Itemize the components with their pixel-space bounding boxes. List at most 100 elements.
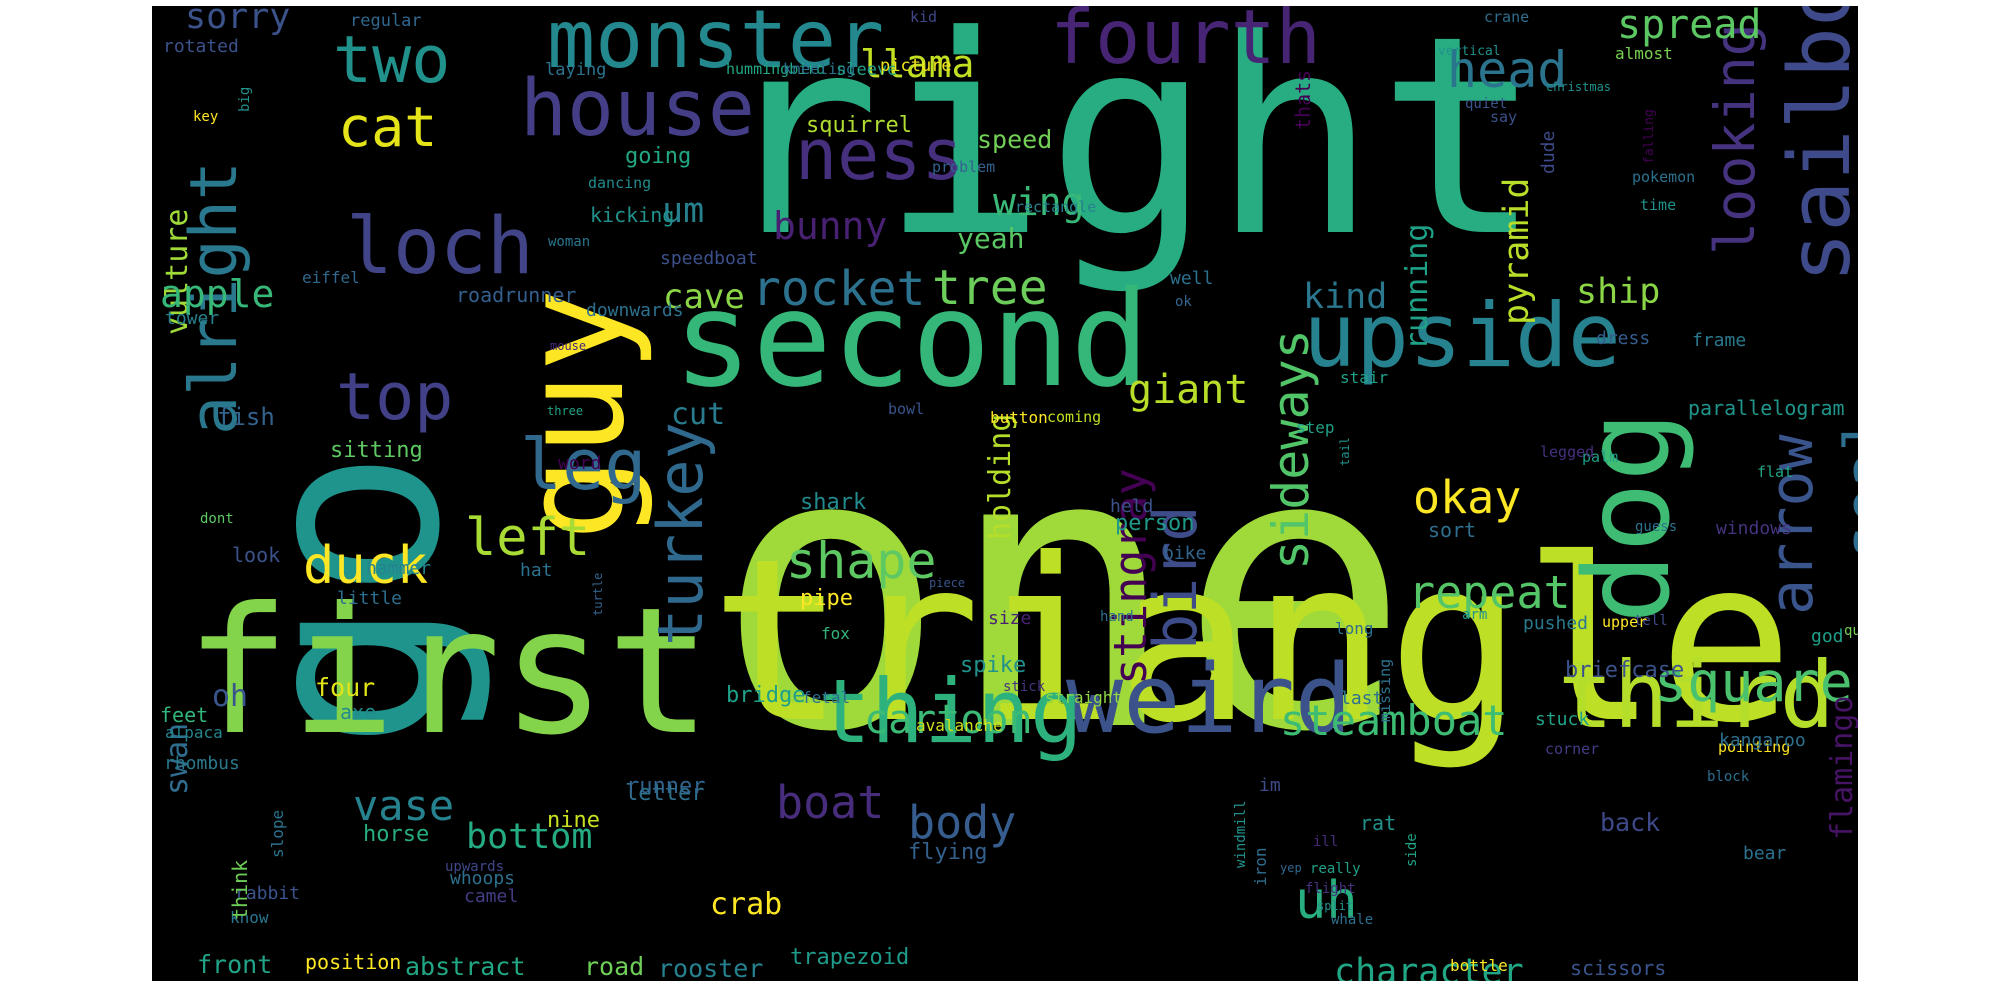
- word-yep: yep: [1280, 861, 1302, 875]
- word-kicking: kicking: [590, 203, 675, 227]
- word-flamingo: flamingo: [1825, 695, 1858, 841]
- word-house: house: [520, 64, 755, 154]
- word-size: size: [988, 608, 1032, 629]
- word-hand: hand: [1100, 609, 1134, 625]
- word-fourth: fourth: [1050, 6, 1321, 81]
- word-trapezoid: trapezoid: [790, 945, 910, 970]
- word-ness: ness: [795, 114, 964, 196]
- word-dont: dont: [200, 511, 234, 527]
- word-dress: dress: [1596, 328, 1651, 349]
- word-three: three: [547, 404, 584, 418]
- word-letter: letter: [625, 781, 705, 806]
- word-last: last: [1340, 688, 1384, 709]
- word-bear: bear: [1743, 843, 1787, 864]
- word-stick: stick: [1003, 679, 1046, 695]
- word-feet: feet: [160, 703, 209, 727]
- word-eiffel: eiffel: [302, 268, 360, 287]
- word-alpaca: alpaca: [165, 723, 223, 742]
- word-coming: coming: [1047, 408, 1102, 426]
- word-head: head: [1447, 41, 1568, 99]
- word-running: running: [1400, 223, 1435, 350]
- word-person: person: [1115, 511, 1195, 536]
- word-character: character: [1334, 952, 1524, 982]
- word-rooster: rooster: [658, 954, 764, 981]
- word-rocket: rocket: [752, 261, 926, 317]
- word-sort: sort: [1428, 518, 1477, 542]
- word-abstract: abstract: [405, 952, 526, 981]
- word-looking: looking: [1703, 23, 1767, 255]
- word-rhombus: rhombus: [164, 753, 240, 774]
- word-cut: cut: [671, 397, 726, 432]
- word-avalanche: avalanche: [916, 716, 1003, 735]
- word-really: really: [1310, 861, 1361, 877]
- word-dude: dude: [1538, 130, 1559, 174]
- word-ship: ship: [1576, 272, 1661, 312]
- word-quiet: quiet: [1465, 96, 1508, 112]
- word-spread: spread: [1617, 6, 1762, 48]
- word-duck: duck: [303, 536, 429, 596]
- word-road: road: [584, 952, 645, 981]
- word-going: going: [625, 144, 692, 169]
- word-sailboat: sailboat: [1771, 6, 1858, 283]
- word-look: look: [232, 543, 281, 567]
- word-vase: vase: [353, 781, 455, 830]
- word-llama: llama: [860, 42, 975, 86]
- word-time: time: [1640, 196, 1677, 214]
- word-right: right: [715, 6, 1543, 297]
- word-steamboat: steamboat: [1280, 696, 1508, 745]
- word-think: think: [228, 859, 252, 920]
- word-cave: cave: [663, 277, 745, 317]
- word-cartoon: cartoon: [864, 697, 1033, 743]
- word-okay: okay: [1413, 471, 1522, 524]
- word-kid: kid: [910, 8, 938, 26]
- word-woman: woman: [548, 234, 591, 250]
- word-thats: thats: [1291, 69, 1315, 130]
- word-triangle: triangle: [710, 511, 1794, 773]
- word-shark: shark: [800, 490, 867, 515]
- word-whoops: whoops: [450, 868, 516, 889]
- word-horse: horse: [363, 822, 430, 847]
- word-third: third: [1558, 642, 1835, 749]
- word-fox: fox: [821, 624, 850, 643]
- word-scissors: scissors: [1570, 956, 1667, 980]
- word-upside: upside: [1303, 284, 1621, 387]
- word-shape: shape: [786, 532, 937, 590]
- word-christmas: christmas: [1546, 80, 1612, 94]
- word-vertical: vertical: [1438, 44, 1501, 59]
- word-four: four: [315, 673, 376, 702]
- word-flat: flat: [1757, 463, 1794, 481]
- word-stair: stair: [1340, 368, 1389, 387]
- word-arm: arm: [1462, 607, 1488, 623]
- word-bridge: bridge: [726, 683, 806, 708]
- word-kangaroo: kangaroo: [1719, 730, 1806, 751]
- word-cloud: one right go triangle first second dog guy weird…: [152, 6, 1858, 981]
- word-giant: giant: [1128, 367, 1249, 413]
- word-bowl: bowl: [888, 400, 925, 418]
- word-button: button: [990, 408, 1048, 427]
- word-step: step: [1296, 418, 1335, 437]
- word-straight: straight: [1045, 688, 1123, 707]
- word-seal: seal: [1832, 415, 1858, 561]
- word-boat: boat: [776, 776, 885, 829]
- word-leg: leg: [520, 424, 647, 506]
- word-oh: oh: [212, 679, 249, 714]
- word-split: split: [1317, 899, 1354, 913]
- word-block: block: [1707, 769, 1750, 785]
- word-bunny: bunny: [773, 204, 888, 248]
- word-tail: tail: [1338, 437, 1352, 466]
- word-kind: kind: [1303, 277, 1388, 317]
- word-falling: falling: [1642, 109, 1657, 164]
- word-square: square: [1654, 650, 1853, 714]
- word-im: im: [1259, 775, 1281, 796]
- word-picture: picture: [880, 56, 952, 76]
- word-corner: corner: [1545, 740, 1600, 758]
- word-holding: holding: [983, 413, 1018, 540]
- word-crane: crane: [1484, 8, 1530, 26]
- word-frame: frame: [1692, 330, 1747, 351]
- word-little: little: [337, 588, 403, 609]
- word-dancing: dancing: [588, 174, 652, 192]
- word-upwards: upwards: [445, 859, 505, 875]
- word-um: um: [662, 191, 705, 231]
- word-say: say: [1490, 108, 1518, 126]
- word-word: word: [558, 453, 602, 474]
